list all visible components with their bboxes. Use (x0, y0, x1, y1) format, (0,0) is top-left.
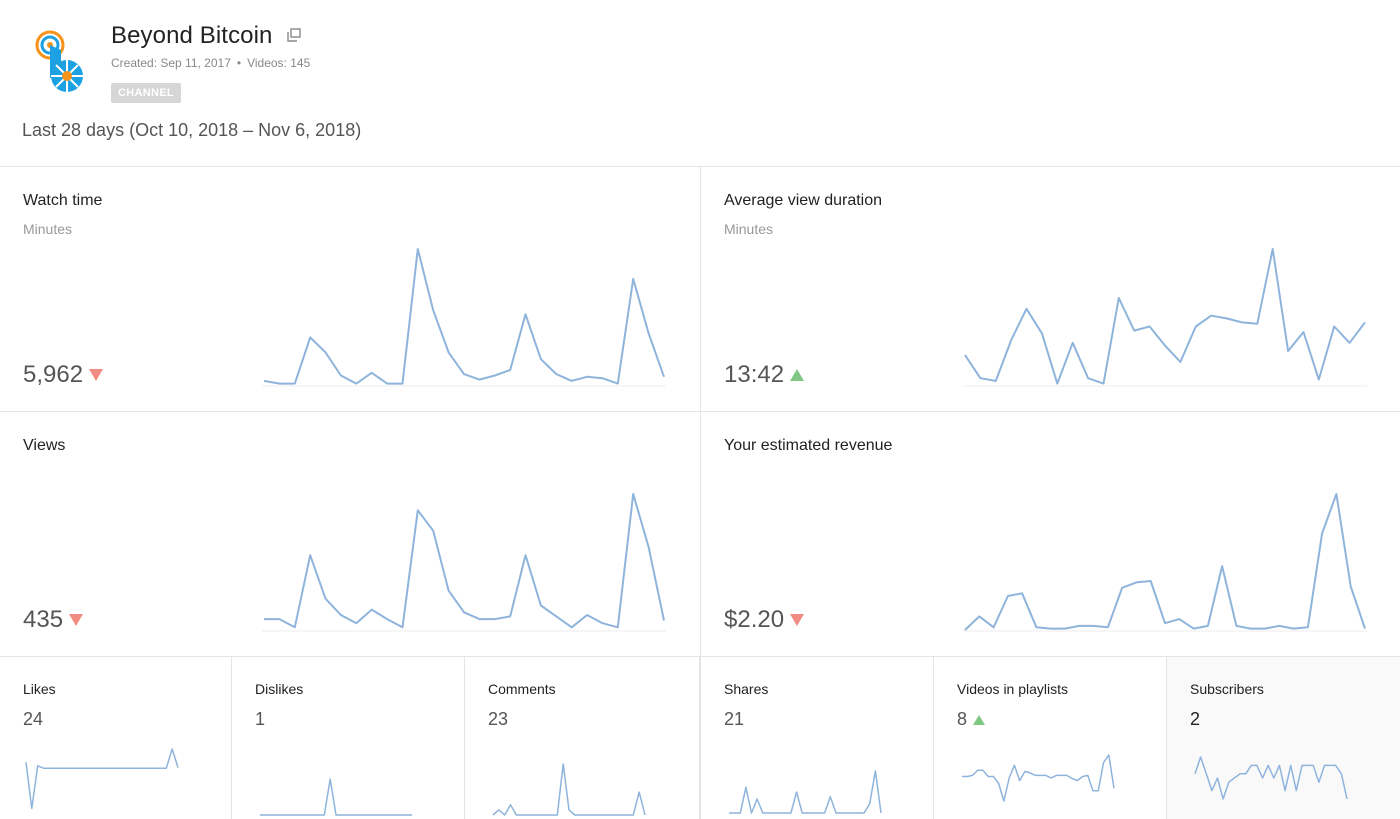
trend-up-icon (790, 369, 805, 381)
comments-chart (492, 763, 646, 816)
card-title: Likes (23, 681, 56, 697)
card-title: Average view duration (724, 192, 883, 209)
metric-value: 8 (957, 709, 986, 730)
video-count: Videos: 145 (247, 56, 311, 70)
shares-chart (729, 770, 882, 814)
card-title: Watch time (23, 192, 103, 209)
series-line (263, 248, 665, 385)
card-title: Views (23, 437, 66, 454)
metric-value: 5,962 (23, 361, 104, 389)
beyond-bitcoin-logo (35, 30, 83, 92)
shares-value: 21 (724, 709, 745, 729)
trend-down-icon (790, 614, 805, 626)
metric-value: 23 (488, 709, 508, 730)
series-line (964, 493, 1366, 631)
likes-value: 24 (23, 709, 44, 729)
card-title: Comments (488, 681, 556, 697)
metric-value: 1 (255, 709, 265, 730)
videos-in-playlists-chart (962, 754, 1115, 802)
channel-meta: Created: Sep 11, 2017 • Videos: 145 (111, 56, 310, 70)
avg-view-duration-chart (963, 248, 1367, 387)
series-line (1194, 756, 1348, 800)
meta-separator: • (236, 56, 242, 70)
avg-view-duration-card[interactable]: Average view duration Minutes 13:42 (700, 167, 1400, 412)
watch-time-card[interactable]: Watch time Minutes 5,962 (0, 167, 700, 412)
metric-value: 13:42 (724, 361, 805, 389)
videos-in-playlists-value: 8 (957, 709, 968, 729)
revenue-value: $2.20 (724, 606, 785, 633)
views-value: 435 (23, 606, 64, 633)
metric-value: 21 (724, 709, 744, 730)
metric-value: 435 (23, 606, 84, 634)
comments-card[interactable]: Comments 23 (465, 657, 700, 819)
watch-time-value: 5,962 (23, 361, 84, 388)
date-range[interactable]: Last 28 days (Oct 10, 2018 – Nov 6, 2018… (22, 120, 362, 140)
created-date: Created: Sep 11, 2017 (111, 56, 231, 70)
card-title: Subscribers (1190, 681, 1264, 697)
likes-chart (25, 748, 179, 810)
series-line (962, 754, 1115, 802)
comments-value: 23 (488, 709, 509, 729)
metric-value: 2 (1190, 709, 1200, 730)
series-line (729, 770, 882, 814)
trend-down-icon (69, 614, 84, 626)
trend-down-icon (89, 369, 104, 381)
card-title: Dislikes (255, 681, 304, 697)
series-line (492, 763, 646, 816)
open-external-icon[interactable] (287, 28, 301, 42)
metric-value: 24 (23, 709, 43, 730)
card-title: Videos in playlists (957, 681, 1069, 697)
videos-in-playlists-card[interactable]: Videos in playlists 8 (934, 657, 1167, 819)
shares-card[interactable]: Shares 21 (700, 657, 934, 819)
dislikes-card[interactable]: Dislikes 1 (232, 657, 465, 819)
card-unit: Minutes (724, 221, 774, 237)
subscribers-chart (1194, 756, 1348, 800)
series-line (264, 493, 665, 629)
channel-badge: CHANNEL (111, 83, 181, 103)
series-line (260, 778, 412, 816)
card-unit: Minutes (23, 221, 73, 237)
card-title: Shares (724, 681, 769, 697)
watch-time-chart (262, 248, 666, 387)
revenue-card[interactable]: Your estimated revenue $2.20 (700, 412, 1400, 657)
dislikes-chart (260, 778, 412, 816)
revenue-chart (963, 493, 1367, 632)
subscribers-value: 2 (1190, 709, 1201, 729)
likes-card[interactable]: Likes 24 (0, 657, 232, 819)
dislikes-value: 1 (255, 709, 266, 729)
views-card[interactable]: Views 435 (0, 412, 700, 657)
series-line (25, 748, 179, 810)
series-line (964, 248, 1366, 385)
views-chart (262, 493, 666, 632)
channel-title: Beyond Bitcoin (111, 22, 273, 49)
avg-view-duration-value: 13:42 (724, 361, 785, 388)
metric-value: $2.20 (724, 606, 805, 634)
channel-header: Beyond Bitcoin Created: Sep 11, 2017 • Vid… (0, 0, 1400, 167)
secondary-metrics: Likes 24 Dislikes 1 Comments 23 Shares 2… (0, 657, 1400, 819)
subscribers-card[interactable]: Subscribers 2 (1167, 657, 1400, 819)
card-title: Your estimated revenue (724, 437, 893, 454)
trend-up-icon (973, 714, 986, 725)
